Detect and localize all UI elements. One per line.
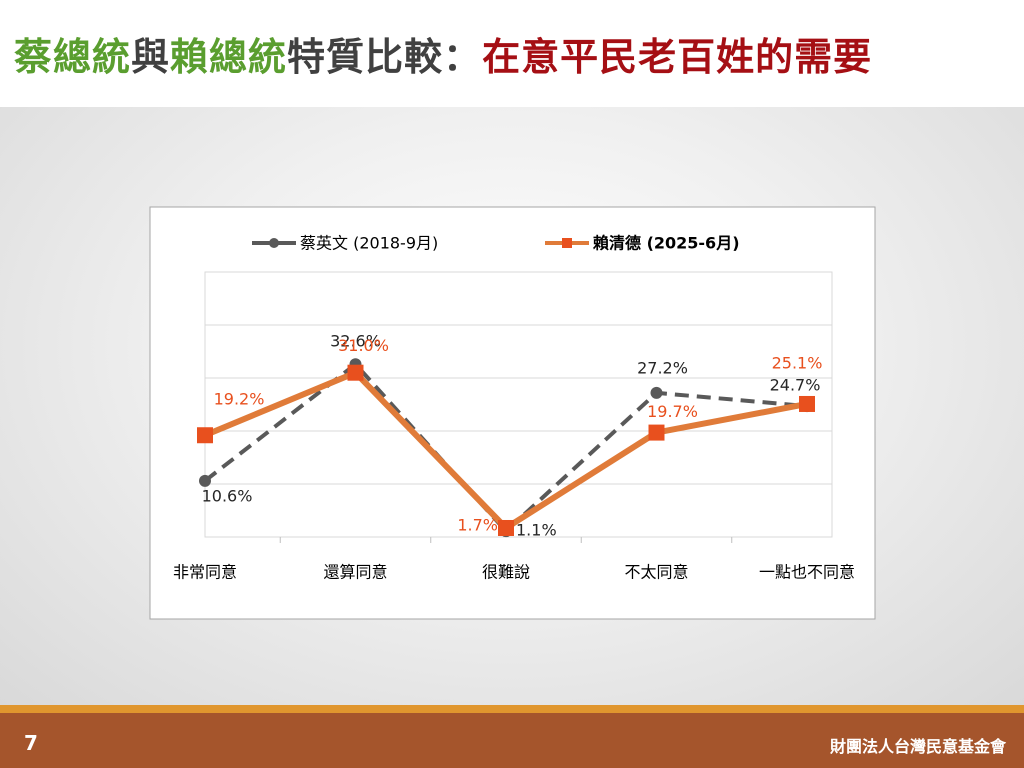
data-label: 25.1% xyxy=(772,353,823,372)
x-tick-label: 非常同意 xyxy=(173,563,237,582)
data-label: 27.2% xyxy=(637,358,688,377)
title-part: 蔡總統 xyxy=(14,35,132,79)
x-tick-label: 一點也不同意 xyxy=(759,563,855,582)
x-tick-label: 還算同意 xyxy=(323,563,387,582)
footer-strip xyxy=(0,705,1024,713)
data-label: 32.6% xyxy=(330,332,381,351)
data-label: 1.7% xyxy=(457,515,498,534)
x-tick-label: 不太同意 xyxy=(624,563,688,582)
point xyxy=(650,386,663,399)
data-label: 19.7% xyxy=(647,402,698,421)
title-part: 特質比較： xyxy=(287,35,483,79)
point xyxy=(498,519,514,536)
legend-marker xyxy=(562,238,572,248)
organization: 財團法人台灣民意基金會 xyxy=(829,737,1006,756)
plot-area xyxy=(204,271,833,538)
legend-marker xyxy=(269,238,279,248)
legend-label: 賴清德 (2025-6月) xyxy=(593,234,740,253)
data-label: 10.6% xyxy=(202,486,253,505)
footer: 7 財團法人台灣民意基金會 xyxy=(0,713,1024,768)
data-label: 31.0% xyxy=(338,336,389,355)
data-label: 24.7% xyxy=(770,376,821,395)
data-label: 1.1% xyxy=(516,521,557,540)
title-part: 在意平民老百姓的需要 xyxy=(482,35,873,79)
title-part: 與 xyxy=(131,35,171,79)
point xyxy=(199,474,211,487)
x-tick-label: 很難說 xyxy=(482,563,530,582)
page-number: 7 xyxy=(24,731,38,755)
point xyxy=(648,424,665,441)
slide-title: 蔡總統與賴總統特質比較：在意平民老百姓的需要 xyxy=(14,26,872,81)
series-line xyxy=(203,361,808,535)
point xyxy=(799,395,815,412)
point xyxy=(197,427,213,444)
point xyxy=(347,364,364,381)
title-part: 賴總統 xyxy=(170,35,288,79)
legend-label: 蔡英文 (2018-9月) xyxy=(300,234,438,253)
data-label: 19.2% xyxy=(214,390,265,409)
